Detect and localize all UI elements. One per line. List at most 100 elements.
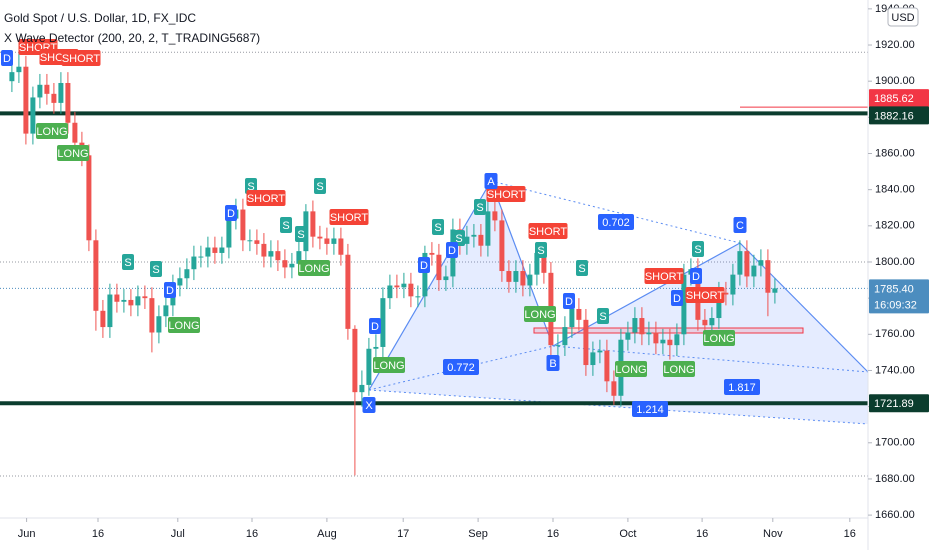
y-tick-label: 1700.00 [875,437,915,449]
candle-body [149,298,155,333]
candle-body [212,247,218,253]
candle-body [527,274,533,286]
signal-label-box [432,219,444,235]
y-tick-label: 1920.00 [875,39,915,51]
signal-label: LONG [663,364,694,376]
candle-body [310,211,316,237]
last-price-box [869,279,929,314]
signal-label-box [474,199,486,215]
candle-body [730,274,736,295]
candle-body [744,251,750,277]
candle-body [632,318,638,333]
signal-label-box [122,254,134,270]
alert-price: 1885.62 [874,93,914,105]
pattern-ratio-line [368,345,554,391]
signal-label-box [329,209,369,225]
signal-label: SHORT [330,212,369,224]
alert-price-box [869,89,929,108]
signal-label: D [166,285,174,297]
candle-body [240,209,246,241]
signal-label: D [673,293,681,305]
signal-label-box [528,223,568,239]
candle-body [114,294,120,302]
candle-body [268,251,274,257]
candle-body [345,254,351,329]
candle-body [205,247,211,257]
y-tick-label: 1760.00 [875,328,915,340]
signal-label-box [36,123,68,139]
signal-label: SHORT [247,193,286,205]
signal-label-box [225,205,237,221]
candle-body [387,285,393,299]
signal-label: S [455,233,462,245]
candle-body [121,299,127,302]
signal-label: SHORT [529,226,568,238]
signal-label-box [418,257,430,273]
candle-body [135,296,141,306]
pattern-point-box [546,355,560,371]
candle-body [555,345,561,347]
signal-label: SHORT [487,189,526,201]
x-tick-label: Oct [619,528,636,540]
signal-label: S [316,181,323,193]
signal-label: LONG [36,126,67,138]
signal-label: S [599,311,606,323]
signal-label: D [227,208,235,220]
candle-body [219,247,225,253]
x-tick-label: 16 [547,528,559,540]
y-tick-label: 1840.00 [875,184,915,196]
signal-label: S [247,181,254,193]
candle-body [359,384,365,393]
signal-label-box [703,330,735,346]
signal-label: S [152,264,159,276]
x-tick-label: 16 [844,528,856,540]
candle-body [772,288,778,293]
candle-body [198,256,204,258]
candle-body [541,252,547,273]
signal-label-box [663,361,695,377]
candle-body [44,84,50,94]
candle-body [296,251,302,264]
candle-body [737,251,743,275]
candle-body [716,292,722,319]
candle-body [100,310,106,328]
candle-body [534,252,540,275]
candle-body [429,252,435,255]
x-tick-label: Jul [171,528,185,540]
signal-label-box [246,190,286,206]
candle-body [667,339,673,346]
zone-box [533,327,804,334]
candle-body [604,350,610,382]
candle-body [583,319,589,366]
signal-label: D [420,260,428,272]
candle-body [702,319,708,326]
candle-body [191,256,197,270]
pattern-ratio: 1.214 [636,404,664,416]
candle-body [639,318,645,335]
candle-body [408,283,414,297]
candle-body [464,236,470,244]
signal-label-box [685,287,725,303]
signal-label-box [563,293,575,309]
last-price: 1785.40 [874,283,914,295]
candle-body [261,243,267,257]
candle-body [478,234,484,246]
signal-label-box [1,50,13,66]
x-tick-label: Aug [317,528,337,540]
candle-body [653,332,659,344]
signal-label: S [297,229,304,241]
signal-label: LONG [373,360,404,372]
y-tick-label: 1740.00 [875,364,915,376]
candle-body [30,97,36,134]
signal-label-box [671,290,683,306]
signal-label-box [57,145,89,161]
pattern-point: X [365,400,373,412]
x-tick-label: Nov [763,528,783,540]
x-tick-label: Jun [18,528,36,540]
candle-body [674,334,680,346]
signal-label-box [295,226,307,242]
candle-body [373,346,379,349]
candle-body [443,276,449,281]
plot-area: DSHORTSHORTSHORTLONGLONGSSDLONGDSSHORTSS… [0,39,869,477]
candle-body [380,298,386,347]
